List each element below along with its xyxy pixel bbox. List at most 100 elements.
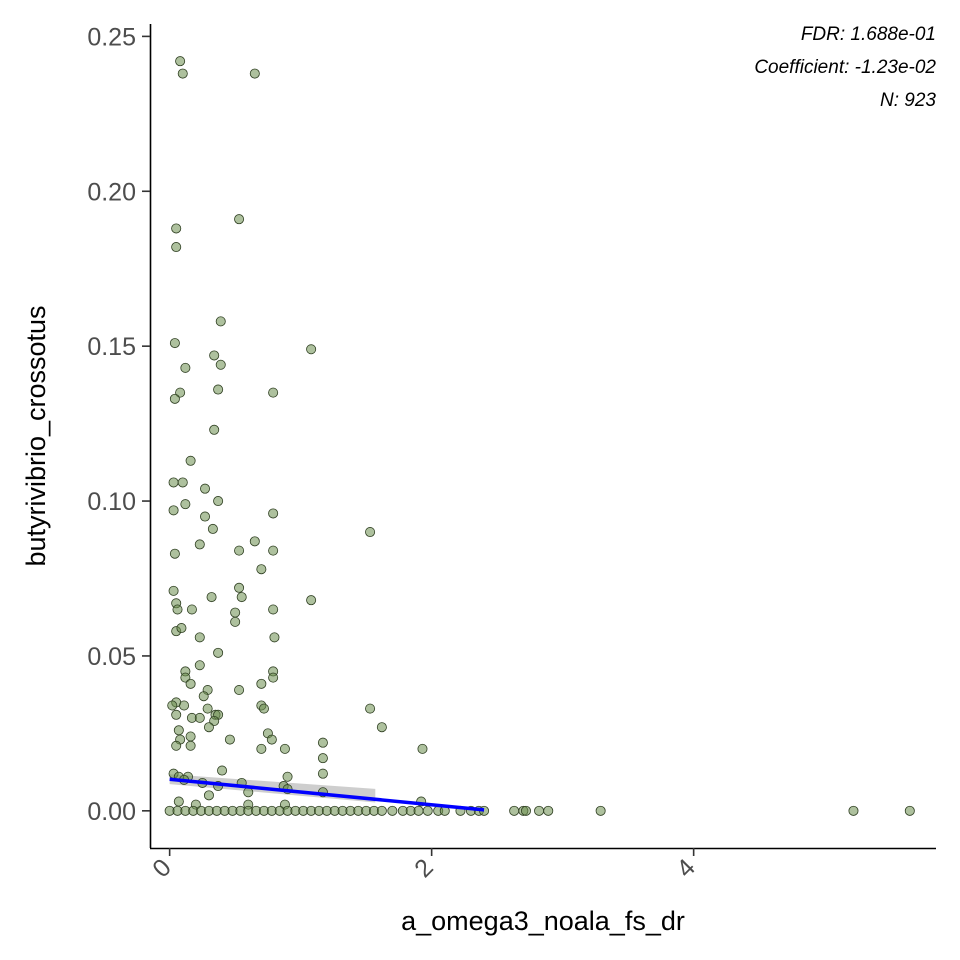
data-point [168,505,179,516]
data-point [534,805,545,816]
data-point [177,68,188,79]
data-point [268,387,279,398]
data-point [185,740,196,751]
data-point [209,424,220,435]
data-point [376,722,387,733]
data-point [194,660,205,671]
data-point [904,805,915,816]
data-point [413,805,424,816]
data-point [509,805,520,816]
data-point [198,691,209,702]
data-point [171,740,182,751]
x-tick-label: 2 [409,854,439,884]
data-point [269,632,280,643]
data-point [207,523,218,534]
data-point [243,787,254,798]
data-point [234,214,245,225]
data-point [266,734,277,745]
y-tick-label: 0.00 [87,798,136,826]
y-tick-label: 0.20 [87,178,136,206]
data-point [175,56,186,67]
data-point [256,743,267,754]
data-point [180,362,191,373]
data-point [179,700,190,711]
data-point [268,672,279,683]
data-point [848,805,859,816]
data-point [317,768,328,779]
data-point [194,712,205,723]
data-point [169,393,180,404]
data-point [206,592,217,603]
data-point [213,647,224,658]
data-point [306,595,317,606]
data-point [215,359,226,370]
data-point [209,350,220,361]
data-point [268,604,279,615]
data-point [215,316,226,327]
data-point [185,731,196,742]
data-point [249,68,260,79]
data-point [194,539,205,550]
data-point [169,548,180,559]
data-point [171,223,182,234]
data-point [172,604,183,615]
data-point [282,771,293,782]
data-point [185,678,196,689]
data-point [520,805,531,816]
data-point [168,477,179,488]
x-axis-ticks: 0 2 4 [147,848,701,883]
y-axis-ticks: 0.00 0.05 0.10 0.15 0.20 0.25 [87,23,150,826]
data-point [279,743,290,754]
data-point [202,703,213,714]
data-point [543,805,554,816]
data-point [177,477,188,488]
data-point [365,703,376,714]
data-point [256,678,267,689]
data-point [194,632,205,643]
data-point [236,592,247,603]
data-point [169,338,180,349]
data-point [268,508,279,519]
data-point [268,545,279,556]
data-point [173,725,184,736]
data-point [185,455,196,466]
data-point [217,765,228,776]
data-point [213,384,224,395]
y-tick-label: 0.25 [87,23,136,51]
data-point [317,753,328,764]
data-point [365,527,376,538]
data-point [203,790,214,801]
data-point [417,743,428,754]
points-layer [164,56,915,816]
n-annotation: N: 923 [880,90,936,111]
data-point [258,703,269,714]
data-point [595,805,606,816]
x-axis-title: a_omega3_noala_fs_dr [401,906,685,936]
data-point [256,564,267,575]
x-tick-label: 0 [147,854,177,884]
x-tick-label: 4 [671,853,701,883]
y-tick-label: 0.10 [87,488,136,516]
data-point [234,685,245,696]
regression-line [169,777,485,812]
data-point [234,545,245,556]
data-point [387,805,398,816]
data-point [249,536,260,547]
data-point [200,483,211,494]
data-point [171,709,182,720]
data-point [224,734,235,745]
data-point [306,344,317,355]
data-point [176,623,187,634]
data-point [168,585,179,596]
data-point [230,607,241,618]
data-point [200,511,211,522]
data-point [180,499,191,510]
data-point [173,796,184,807]
data-point [317,737,328,748]
data-point [422,805,433,816]
data-point [186,604,197,615]
data-point [203,722,214,733]
data-point [376,805,387,816]
y-axis-title: butyrivibrio_crossotus [21,305,51,566]
